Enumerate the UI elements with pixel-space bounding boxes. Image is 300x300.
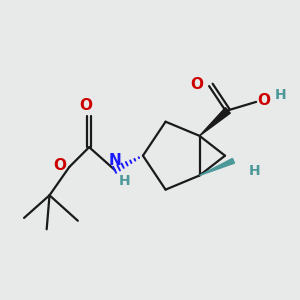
Text: O: O xyxy=(79,98,92,113)
Text: O: O xyxy=(258,93,271,108)
Text: H: H xyxy=(119,174,130,188)
Text: O: O xyxy=(53,158,67,173)
Polygon shape xyxy=(200,108,230,136)
Text: N: N xyxy=(108,153,121,168)
Text: H: H xyxy=(249,164,261,178)
Polygon shape xyxy=(200,158,235,176)
Text: H: H xyxy=(274,88,286,102)
Text: O: O xyxy=(190,77,203,92)
